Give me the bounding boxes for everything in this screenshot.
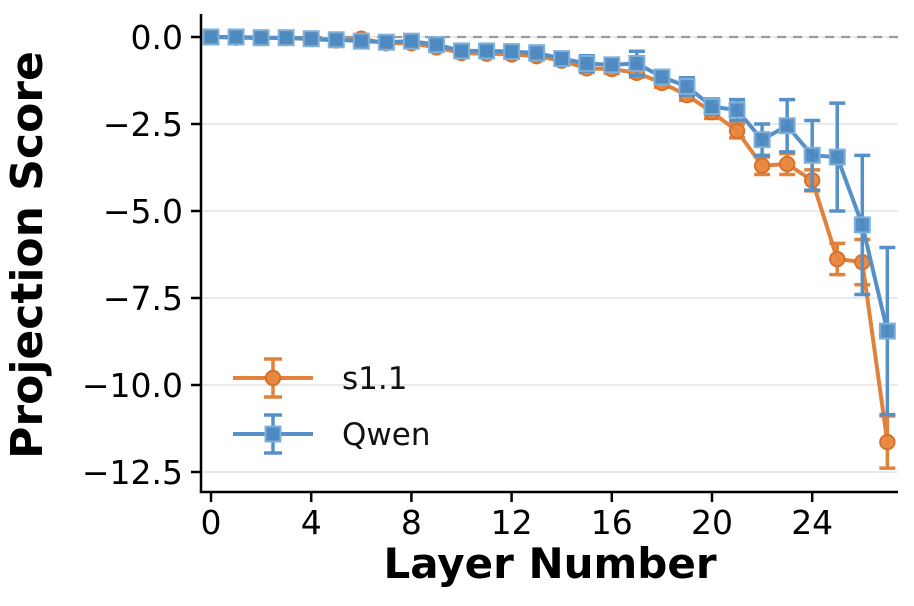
x-tick-label: 4 bbox=[301, 503, 322, 542]
gridlines bbox=[201, 36, 898, 473]
square-marker bbox=[878, 322, 896, 340]
square-marker bbox=[478, 42, 496, 60]
square-marker bbox=[703, 98, 721, 116]
square-marker bbox=[753, 131, 771, 149]
square-marker bbox=[453, 42, 470, 60]
series-line bbox=[211, 35, 890, 332]
square-marker bbox=[227, 28, 245, 46]
legend-glyph-s1.1 bbox=[233, 357, 313, 399]
square-marker bbox=[853, 216, 871, 234]
tick-labels: 0.0 −2.5 −5.0 −7.5 −10.0 −12.5 0 4 8 12 16 20 24 bbox=[82, 18, 833, 542]
square-marker bbox=[202, 28, 220, 46]
square-marker bbox=[528, 44, 546, 62]
x-tick-label: 16 bbox=[591, 503, 633, 542]
square-marker bbox=[352, 32, 370, 50]
circle-marker bbox=[753, 157, 771, 174]
legend-glyphs bbox=[233, 357, 313, 455]
legend-square-marker bbox=[264, 425, 282, 443]
square-marker bbox=[553, 50, 571, 68]
legend-label-qwen: Qwen bbox=[342, 417, 430, 453]
square-marker bbox=[678, 77, 696, 95]
legend-glyph-Qwen bbox=[233, 413, 313, 455]
x-axis-title: Layer Number bbox=[383, 539, 716, 588]
square-marker bbox=[628, 54, 646, 72]
axes bbox=[191, 14, 898, 502]
x-tick-label: 24 bbox=[791, 503, 833, 542]
y-tick-label: −7.5 bbox=[103, 279, 183, 318]
series-Qwen bbox=[202, 28, 896, 417]
square-marker bbox=[252, 29, 270, 47]
square-marker bbox=[377, 33, 395, 51]
square-marker bbox=[828, 148, 846, 166]
square-marker bbox=[728, 101, 746, 119]
x-tick-label: 8 bbox=[401, 503, 422, 542]
square-marker bbox=[653, 68, 671, 86]
y-tick-label: −5.0 bbox=[103, 192, 183, 231]
square-marker bbox=[402, 32, 420, 50]
circle-marker bbox=[728, 122, 746, 140]
square-marker bbox=[803, 146, 821, 164]
square-marker bbox=[302, 30, 320, 48]
circle-marker bbox=[879, 433, 896, 451]
square-marker bbox=[578, 54, 596, 72]
y-axis-title: Projection Score bbox=[2, 51, 53, 459]
series-s1.1 bbox=[202, 28, 896, 470]
square-marker bbox=[778, 117, 796, 135]
square-marker bbox=[277, 29, 295, 47]
square-marker bbox=[603, 56, 621, 74]
legend-circle-marker bbox=[264, 369, 282, 387]
x-tick-label: 20 bbox=[691, 503, 733, 542]
y-tick-label: 0.0 bbox=[131, 18, 183, 57]
data-series bbox=[202, 28, 896, 470]
y-tick-label: −10.0 bbox=[82, 366, 183, 405]
circle-marker bbox=[778, 155, 796, 173]
x-tick-label: 0 bbox=[201, 503, 222, 542]
y-tick-label: −12.5 bbox=[82, 453, 183, 492]
series-line bbox=[210, 35, 890, 443]
square-marker bbox=[503, 43, 521, 61]
legend-label-s1.1: s1.1 bbox=[342, 361, 407, 397]
y-tick-label: −2.5 bbox=[103, 105, 183, 144]
square-marker bbox=[327, 31, 345, 49]
square-marker bbox=[427, 36, 445, 54]
circle-marker bbox=[829, 250, 846, 268]
x-tick-label: 12 bbox=[491, 503, 533, 542]
